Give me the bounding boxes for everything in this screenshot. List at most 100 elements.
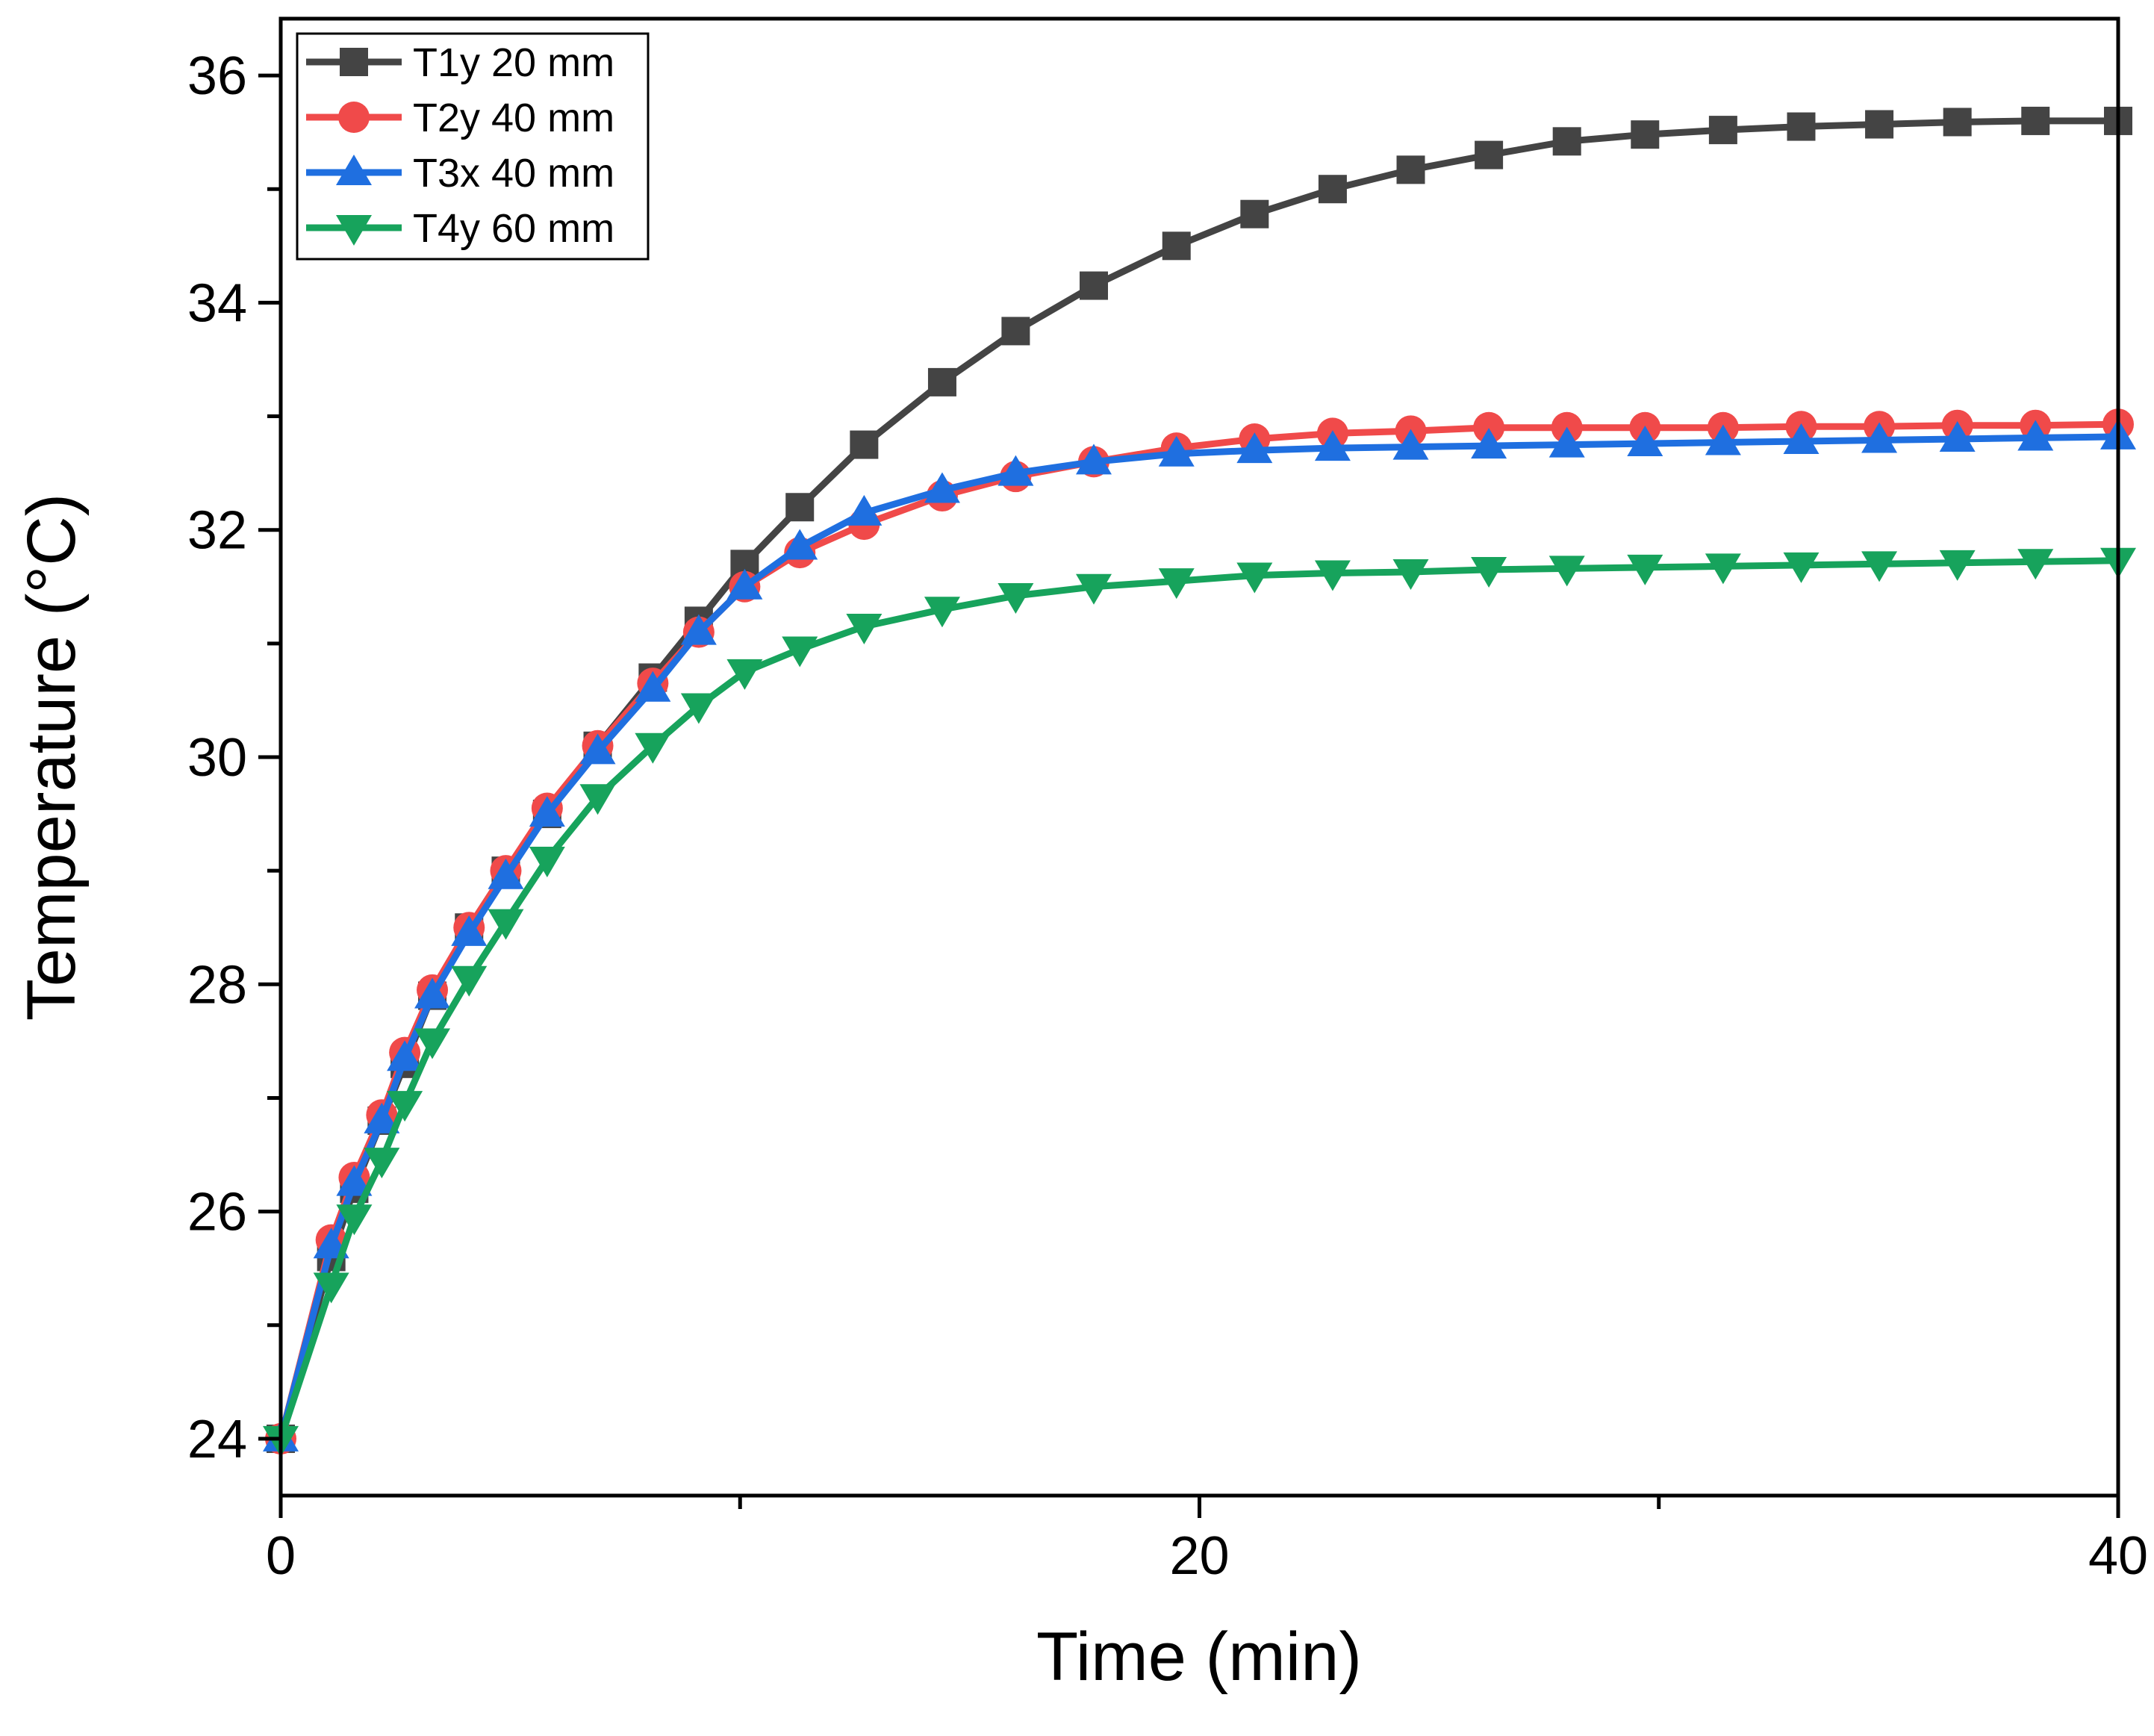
- data-point: [1943, 108, 1972, 137]
- data-point: [1473, 411, 1505, 444]
- data-point: [1162, 231, 1191, 261]
- data-point: [1392, 559, 1429, 590]
- y-tick-label: 24: [187, 1410, 247, 1469]
- x-tick-label: 40: [2088, 1526, 2148, 1586]
- data-point: [1552, 127, 1581, 156]
- data-point: [1236, 432, 1273, 464]
- y-tick-label: 26: [187, 1183, 247, 1242]
- data-point: [1939, 420, 1976, 452]
- data-point: [1236, 562, 1273, 594]
- data-point: [2017, 549, 2054, 580]
- legend: T1y 20 mm T2y 40 mm T3x 40 mm T4y 60 mm: [296, 32, 650, 261]
- data-point: [1471, 556, 1507, 588]
- plot-layer: [263, 106, 2136, 1457]
- y-tick-label: 28: [187, 955, 247, 1015]
- data-point: [782, 529, 818, 560]
- data-point: [529, 796, 565, 827]
- data-point: [997, 582, 1034, 614]
- data-point: [924, 472, 960, 503]
- data-point: [680, 693, 717, 724]
- data-point: [1318, 175, 1347, 204]
- data-point: [1708, 116, 1737, 145]
- data-point: [924, 597, 960, 628]
- data-point: [680, 614, 717, 645]
- series-4: [263, 547, 2136, 1457]
- data-point: [488, 909, 524, 940]
- legend-label: T1y 20 mm: [413, 40, 614, 85]
- legend-label: T3x 40 mm: [413, 151, 614, 196]
- data-point: [1001, 317, 1030, 346]
- data-point: [635, 732, 671, 764]
- data-point: [1627, 554, 1663, 585]
- x-axis-title: Time (min): [1036, 1619, 1362, 1695]
- axis-layer: 0 20 40 24 26 28 30 32 34 36: [187, 46, 2148, 1586]
- data-point: [1475, 140, 1504, 169]
- series-1: [267, 106, 2132, 1453]
- series-line: [277, 433, 2122, 1443]
- data-point: [1158, 568, 1195, 600]
- data-point: [785, 493, 815, 522]
- data-point: [414, 977, 451, 1009]
- data-point: [846, 614, 883, 645]
- legend-item: T2y 40 mm: [306, 96, 614, 140]
- data-point: [414, 1028, 451, 1060]
- data-point: [1787, 112, 1816, 141]
- y-tick-label: 32: [187, 501, 247, 561]
- data-point: [313, 1272, 349, 1304]
- data-point: [1548, 556, 1585, 587]
- data-point: [1939, 550, 1976, 581]
- data-point: [529, 846, 565, 877]
- data-point: [336, 1204, 373, 1236]
- series-line: [277, 117, 2122, 1443]
- data-point: [1314, 560, 1351, 591]
- data-point: [579, 733, 616, 765]
- legend-item: T1y 20 mm: [306, 40, 614, 85]
- data-point: [1861, 551, 1898, 582]
- data-point: [1314, 430, 1351, 461]
- data-point: [635, 671, 671, 702]
- legend-marker: [336, 215, 372, 246]
- y-tick-label: 30: [187, 728, 247, 788]
- y-axis-title: Temperature (°C): [13, 494, 90, 1021]
- series-line: [277, 557, 2122, 1443]
- data-point: [1783, 552, 1820, 583]
- data-point: [336, 1165, 373, 1196]
- data-point: [1079, 271, 1108, 300]
- data-point: [927, 367, 956, 396]
- data-point: [997, 455, 1034, 486]
- data-point: [1705, 424, 1741, 455]
- data-point: [1396, 155, 1425, 184]
- data-point: [451, 915, 488, 946]
- x-tick-label: 0: [266, 1526, 296, 1586]
- data-point: [850, 430, 879, 459]
- legend-marker: [336, 155, 372, 185]
- data-point: [726, 568, 763, 600]
- data-point: [1705, 553, 1741, 585]
- data-point: [387, 1040, 423, 1071]
- data-point: [364, 1102, 400, 1133]
- legend-item: T3x 40 mm: [306, 151, 614, 196]
- data-point: [2017, 420, 2054, 451]
- data-point: [1627, 426, 1663, 457]
- data-point: [846, 494, 883, 526]
- series-3: [263, 418, 2136, 1452]
- data-point: [1548, 426, 1585, 458]
- data-point: [1392, 429, 1429, 460]
- y-tick-label: 34: [187, 273, 247, 333]
- data-point: [488, 858, 524, 889]
- data-point: [579, 784, 616, 815]
- data-point: [726, 659, 763, 690]
- data-point: [1240, 199, 1269, 228]
- data-point: [387, 1091, 423, 1122]
- data-point: [1471, 428, 1507, 459]
- data-point: [1075, 444, 1112, 475]
- x-tick-label: 20: [1169, 1526, 1229, 1586]
- legend-label: T4y 60 mm: [413, 206, 614, 251]
- data-point: [782, 636, 818, 668]
- data-point: [1631, 120, 1660, 149]
- data-point: [1783, 423, 1820, 455]
- data-point: [1865, 110, 1894, 139]
- legend-item: T4y 60 mm: [306, 206, 614, 251]
- data-point: [2021, 106, 2050, 135]
